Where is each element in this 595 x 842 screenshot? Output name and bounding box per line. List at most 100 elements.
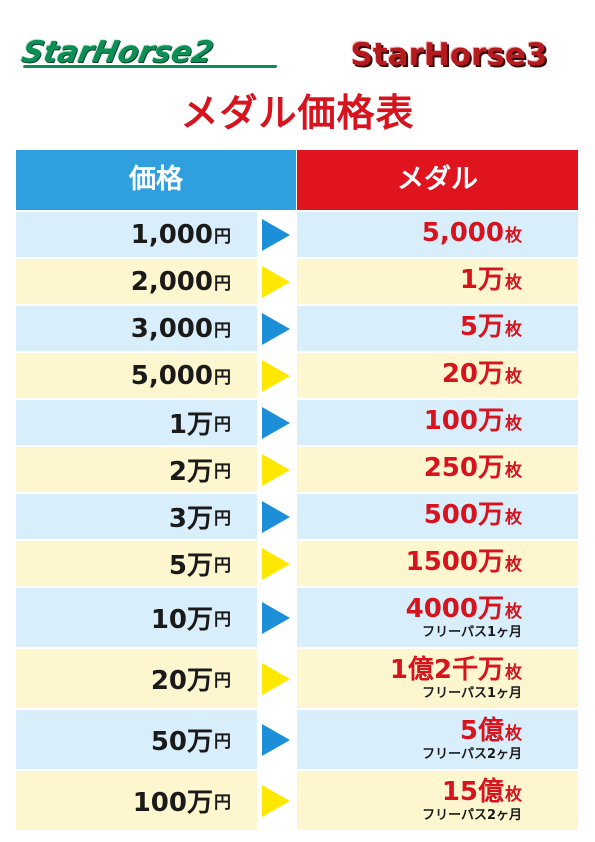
price-amount: 2万 xyxy=(168,457,213,487)
medal-unit: 枚 xyxy=(505,414,522,434)
medal-value: 1500万枚 xyxy=(406,548,522,579)
price-cell: 1,000 円 xyxy=(16,212,257,257)
medal-cell: 250万枚 xyxy=(297,447,578,492)
table-body: 1,000 円 5,000枚 2,000 円 1万枚 3,000 円 5万枚 5,000 円 20万枚… xyxy=(16,210,578,830)
logo-bar: StarHorse2 StarHorse3 xyxy=(0,30,595,80)
medal-box: 1億2千万枚 フリーパス1ヶ月 xyxy=(390,649,522,708)
table-row: 1万円 100万枚 xyxy=(16,398,578,445)
table-row: 10万円 4000万枚 フリーパス1ヶ月 xyxy=(16,586,578,647)
table-row: 50万円 5億枚 フリーパス2ヶ月 xyxy=(16,708,578,769)
medal-cell: 5,000枚 xyxy=(297,212,578,257)
price-value: 5,000 円 xyxy=(131,353,231,398)
medal-cell: 20万枚 xyxy=(297,353,578,398)
free-pass-note: フリーパス1ヶ月 xyxy=(422,625,522,640)
medal-cell: 100万枚 xyxy=(297,400,578,445)
price-amount: 3,000 xyxy=(130,313,213,344)
medal-unit: 枚 xyxy=(505,724,522,744)
medal-unit: 枚 xyxy=(505,602,522,622)
medal-unit: 枚 xyxy=(505,273,522,293)
price-cell: 20万円 xyxy=(16,649,257,708)
price-value: 5万円 xyxy=(169,541,231,586)
price-amount: 5,000 xyxy=(130,360,213,391)
medal-cell: 5万枚 xyxy=(297,306,578,351)
medal-box: 500万枚 xyxy=(424,494,522,539)
medal-box: 100万枚 xyxy=(424,400,522,445)
medal-unit: 枚 xyxy=(505,555,522,575)
medal-box: 5,000枚 xyxy=(422,212,522,257)
medal-value: 15億枚 xyxy=(442,778,522,809)
logo-swoosh xyxy=(22,65,278,68)
medal-amount: 5億 xyxy=(459,716,504,746)
price-cell: 10万円 xyxy=(16,588,257,647)
medal-cell: 4000万枚 フリーパス1ヶ月 xyxy=(297,588,578,647)
free-pass-note: フリーパス1ヶ月 xyxy=(422,686,522,701)
medal-amount: 20万 xyxy=(441,359,504,389)
price-cell: 100万円 xyxy=(16,771,257,830)
medal-amount: 1万 xyxy=(459,265,504,295)
header-price: 価格 xyxy=(16,150,296,210)
medal-value: 5億枚 xyxy=(460,717,522,748)
price-value: 3,000 円 xyxy=(131,306,231,351)
price-value: 1万円 xyxy=(169,400,231,445)
price-value: 50万円 xyxy=(151,710,231,769)
price-unit: 円 xyxy=(214,321,231,341)
medal-box: 250万枚 xyxy=(424,447,522,492)
medal-amount: 100万 xyxy=(423,406,504,436)
price-value: 20万円 xyxy=(151,649,231,708)
free-pass-note: フリーパス2ヶ月 xyxy=(422,747,522,762)
price-value: 100万円 xyxy=(133,771,231,830)
medal-value: 1億2千万枚 xyxy=(390,656,522,687)
medal-value: 100万枚 xyxy=(424,407,522,438)
medal-value: 20万枚 xyxy=(442,360,522,391)
price-value: 2,000 円 xyxy=(131,259,231,304)
price-unit: 円 xyxy=(214,793,231,813)
medal-amount: 4000万 xyxy=(405,594,504,624)
medal-box: 1万枚 xyxy=(460,259,522,304)
medal-value: 4000万枚 xyxy=(406,595,522,626)
medal-cell: 1500万枚 xyxy=(297,541,578,586)
medal-value: 250万枚 xyxy=(424,454,522,485)
medal-unit: 枚 xyxy=(505,663,522,683)
medal-amount: 5,000 xyxy=(421,218,504,248)
medal-unit: 枚 xyxy=(505,226,522,246)
table-row: 3万円 500万枚 xyxy=(16,492,578,539)
price-unit: 円 xyxy=(214,415,231,435)
price-unit: 円 xyxy=(214,556,231,576)
price-unit: 円 xyxy=(214,227,231,247)
medal-box: 1500万枚 xyxy=(406,541,522,586)
table-row: 2,000 円 1万枚 xyxy=(16,257,578,304)
medal-box: 5億枚 フリーパス2ヶ月 xyxy=(422,710,522,769)
price-cell: 50万円 xyxy=(16,710,257,769)
table-row: 5,000 円 20万枚 xyxy=(16,351,578,398)
medal-amount: 250万 xyxy=(423,453,504,483)
price-cell: 2万円 xyxy=(16,447,257,492)
price-value: 10万円 xyxy=(151,588,231,647)
table-row: 1,000 円 5,000枚 xyxy=(16,210,578,257)
price-unit: 円 xyxy=(214,732,231,752)
price-unit: 円 xyxy=(214,671,231,691)
medal-value: 500万枚 xyxy=(424,501,522,532)
price-value: 2万円 xyxy=(169,447,231,492)
table-header: 価格 メダル xyxy=(16,150,578,210)
price-cell: 5,000 円 xyxy=(16,353,257,398)
table-row: 20万円 1億2千万枚 フリーパス1ヶ月 xyxy=(16,647,578,708)
starhorse3-logo: StarHorse3 xyxy=(320,36,578,74)
medal-cell: 5億枚 フリーパス2ヶ月 xyxy=(297,710,578,769)
price-cell: 3万円 xyxy=(16,494,257,539)
medal-amount: 1億2千万 xyxy=(389,655,504,685)
starhorse3-logo-text: StarHorse3 xyxy=(350,37,548,73)
medal-cell: 500万枚 xyxy=(297,494,578,539)
medal-amount: 500万 xyxy=(423,500,504,530)
price-unit: 円 xyxy=(214,462,231,482)
price-cell: 3,000 円 xyxy=(16,306,257,351)
header-medal: メダル xyxy=(297,150,578,210)
price-amount: 2,000 xyxy=(130,266,213,297)
price-amount: 3万 xyxy=(168,504,213,534)
price-amount: 20万 xyxy=(150,666,213,696)
medal-cell: 15億枚 フリーパス2ヶ月 xyxy=(297,771,578,830)
price-amount: 100万 xyxy=(132,788,213,818)
page-title: メダル価格表 xyxy=(180,91,415,135)
price-value: 1,000 円 xyxy=(131,212,231,257)
table-row: 5万円 1500万枚 xyxy=(16,539,578,586)
medal-amount: 1500万 xyxy=(405,547,504,577)
